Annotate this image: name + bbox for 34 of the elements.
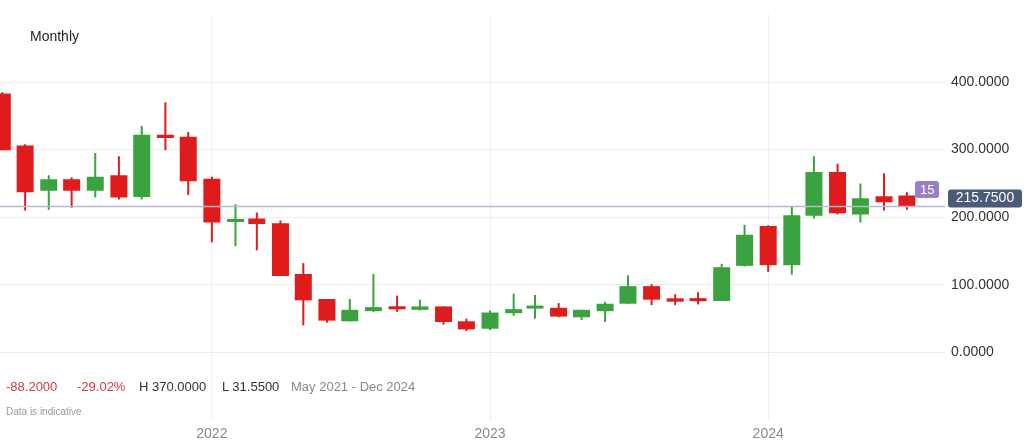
candlestick [481, 309, 499, 332]
annotation: May 2021 - Dec 2024 [291, 379, 416, 394]
candlestick [619, 274, 637, 305]
candlestick [435, 305, 453, 326]
candlestick [875, 172, 893, 212]
annotation: -29.02% [77, 379, 126, 394]
candlestick [226, 203, 244, 248]
candlestick [364, 272, 382, 313]
candlestick [248, 211, 266, 252]
y-tick-label: 300.0000 [951, 140, 1010, 157]
annotation: L 31.5500 [222, 379, 280, 394]
candlestick [110, 155, 128, 201]
candlestick [318, 298, 336, 324]
candlestick [86, 151, 104, 199]
candlestick [851, 182, 869, 224]
candlestick [596, 300, 614, 323]
candlestick [40, 174, 58, 211]
text: Monthly [30, 28, 80, 44]
y-tick-label: 0.0000 [951, 343, 995, 360]
annotation: -88.2000 [6, 379, 58, 394]
candlestick [643, 283, 661, 307]
candlestick [63, 176, 81, 209]
x-tick-label: 2023 [474, 425, 506, 442]
candlestick [526, 293, 544, 320]
candlestick [505, 292, 523, 317]
x-tick-label: 2022 [196, 425, 228, 442]
annotation: Data is indicative [6, 406, 82, 417]
annotation: 15 [915, 181, 940, 198]
y-tick-label: 200.0000 [951, 208, 1010, 225]
y-tick-label: 100.0000 [951, 275, 1010, 292]
ref-line-label: 215.7500 [955, 189, 1015, 206]
x-tick-label: 2024 [752, 425, 784, 442]
y-tick-label: 400.0000 [951, 72, 1010, 89]
annotation: H 370.0000 [139, 379, 207, 394]
